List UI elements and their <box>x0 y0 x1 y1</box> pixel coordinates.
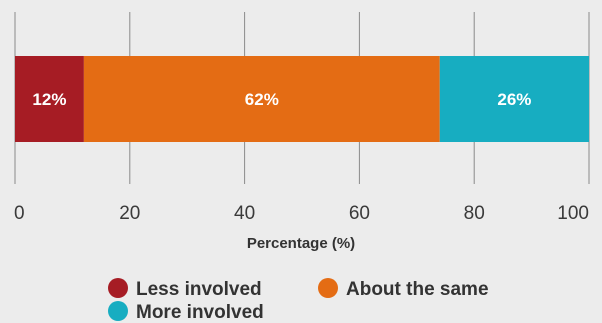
data-label: 12% <box>32 90 66 109</box>
data-label: 62% <box>245 90 279 109</box>
legend: Less involved About the same More involved <box>108 278 489 323</box>
data-label: 26% <box>497 90 531 109</box>
x-axis-title: Percentage (%) <box>247 235 355 252</box>
x-axis-ticks: 0 20 40 60 80 100 <box>14 203 589 224</box>
legend-swatch <box>108 278 128 298</box>
legend-swatch <box>108 301 128 321</box>
x-tick-label: 60 <box>349 203 370 224</box>
x-tick-label: 100 <box>557 203 589 224</box>
bar-segment-less-involved <box>15 56 84 142</box>
bar-segment-about-the-same <box>83 56 440 142</box>
legend-swatch <box>318 278 338 298</box>
x-tick-label: 20 <box>119 203 140 224</box>
legend-label: About the same <box>346 279 489 300</box>
x-tick-label: 40 <box>234 203 255 224</box>
legend-label: Less involved <box>136 279 262 300</box>
bar-segments: 12% 62% 26% <box>15 56 589 142</box>
x-tick-label: 80 <box>464 203 485 224</box>
bar-segment-more-involved <box>439 56 589 142</box>
legend-label: More involved <box>136 302 264 323</box>
x-tick-label: 0 <box>14 203 25 224</box>
